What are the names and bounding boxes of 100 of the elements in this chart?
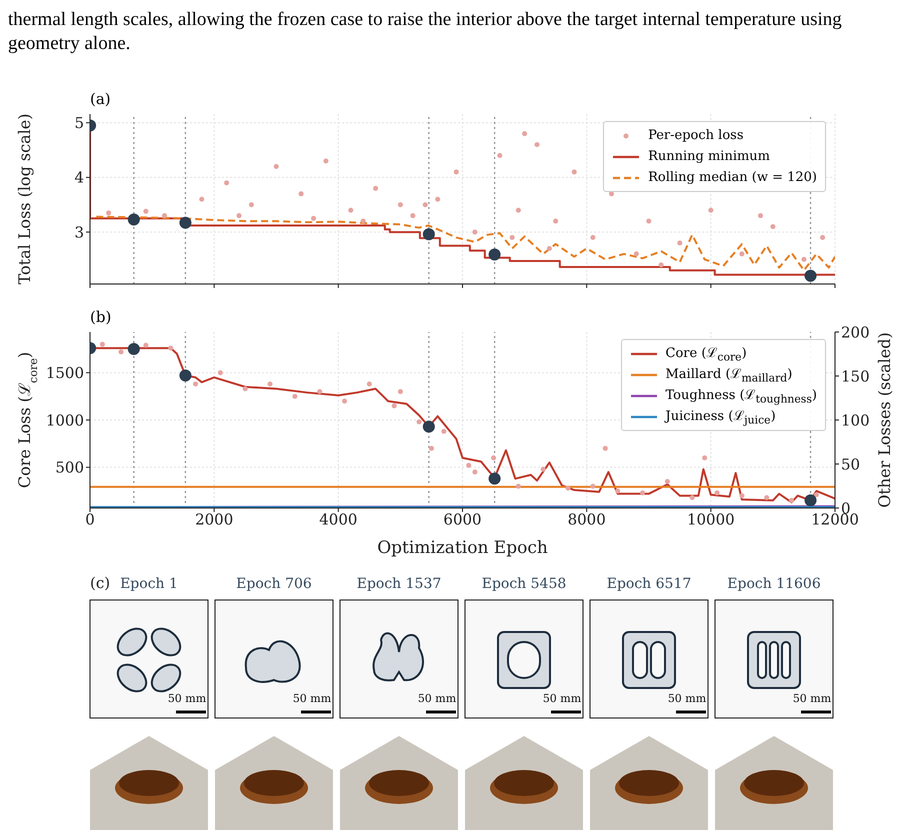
point <box>416 419 422 424</box>
point <box>634 251 639 256</box>
x-tick-label: 8000 <box>568 510 606 529</box>
point <box>268 382 273 387</box>
point <box>128 343 140 356</box>
point <box>804 494 817 506</box>
point <box>311 216 316 221</box>
point <box>590 235 596 240</box>
point <box>179 216 192 229</box>
point <box>410 213 416 218</box>
point <box>422 202 428 208</box>
point <box>360 218 366 224</box>
point <box>323 158 328 164</box>
point <box>218 370 223 376</box>
point <box>546 246 552 251</box>
y2-tick-label: 50 <box>841 455 860 474</box>
point <box>422 228 435 240</box>
point <box>428 446 434 451</box>
point <box>236 213 242 218</box>
point <box>472 230 478 235</box>
point <box>814 492 819 498</box>
text: 50 mm <box>792 692 832 705</box>
chart-title: (b) <box>90 308 112 326</box>
point <box>106 210 112 216</box>
text: 50 mm <box>168 692 207 705</box>
point <box>690 495 695 500</box>
point <box>128 214 140 226</box>
y2-tick-label: 100 <box>841 411 870 430</box>
x-tick-label: 0 <box>85 510 95 529</box>
x-tick-label: 6000 <box>443 510 482 529</box>
point <box>640 490 646 496</box>
point <box>702 455 708 460</box>
y-tick-label: 3 <box>74 223 84 242</box>
point <box>179 370 192 382</box>
point <box>590 484 596 489</box>
y-tick-label: 4 <box>74 168 84 187</box>
point <box>553 218 558 224</box>
point <box>739 493 744 498</box>
point <box>708 208 714 213</box>
point <box>764 495 770 500</box>
point <box>392 403 397 408</box>
point <box>454 169 459 174</box>
point <box>658 262 664 268</box>
point <box>534 142 540 148</box>
point <box>497 153 502 158</box>
point <box>193 382 198 387</box>
point <box>522 131 528 136</box>
point <box>224 180 230 186</box>
y2-axis-title: Other Losses (scaled) <box>875 332 894 508</box>
point <box>804 270 817 282</box>
text: 50 mm <box>418 692 457 705</box>
point <box>292 394 298 399</box>
text: Epoch 6517 <box>606 576 692 592</box>
point <box>143 342 148 348</box>
point <box>317 389 322 394</box>
y-tick-label: 1500 <box>46 364 84 382</box>
y-tick-label: 500 <box>55 458 84 477</box>
point <box>348 208 354 213</box>
point <box>510 235 515 240</box>
point <box>118 349 124 354</box>
point <box>572 169 577 174</box>
point <box>248 202 254 208</box>
point <box>398 389 403 394</box>
legend-label: Core (ℒ$_{core}$) <box>666 345 747 364</box>
point <box>435 196 440 202</box>
point <box>540 466 546 472</box>
point <box>801 256 806 262</box>
point <box>398 202 403 208</box>
point <box>199 196 204 202</box>
point <box>162 213 167 218</box>
point <box>602 446 608 451</box>
point <box>646 218 652 224</box>
text: 50 mm <box>668 692 707 705</box>
legend-label: Per-epoch loss <box>648 128 744 143</box>
point <box>441 428 446 434</box>
text: Epoch 706 <box>236 576 312 592</box>
text: Epoch 1537 <box>356 576 442 592</box>
point <box>491 455 496 460</box>
legend-label: Rolling median (w = 120) <box>648 170 817 185</box>
point <box>516 484 521 489</box>
point <box>242 386 248 392</box>
y2-tick-label: 200 <box>841 323 870 342</box>
point <box>422 420 435 433</box>
legend-label: Maillard (ℒ$_{maillard}$) <box>666 366 792 385</box>
legend-label: Juiciness (ℒ$_{juice}$) <box>666 408 776 427</box>
text: 50 mm <box>292 692 332 705</box>
x-tick-label: 4000 <box>319 510 358 529</box>
y2-tick-label: 150 <box>841 367 870 386</box>
point <box>100 342 105 347</box>
x-tick-label: 2000 <box>195 510 234 529</box>
y-tick-label: 5 <box>74 114 84 132</box>
x-tick-label: 10000 <box>686 510 735 529</box>
text: (c) <box>90 574 110 592</box>
point <box>516 208 521 213</box>
text: thermal length scales, allowing the frozen case to raise the interior above the target internal temperature using geometry alone. <box>8 8 843 56</box>
point <box>770 224 776 230</box>
point <box>472 470 478 475</box>
point <box>298 191 304 196</box>
point <box>714 490 720 496</box>
point <box>143 208 148 214</box>
